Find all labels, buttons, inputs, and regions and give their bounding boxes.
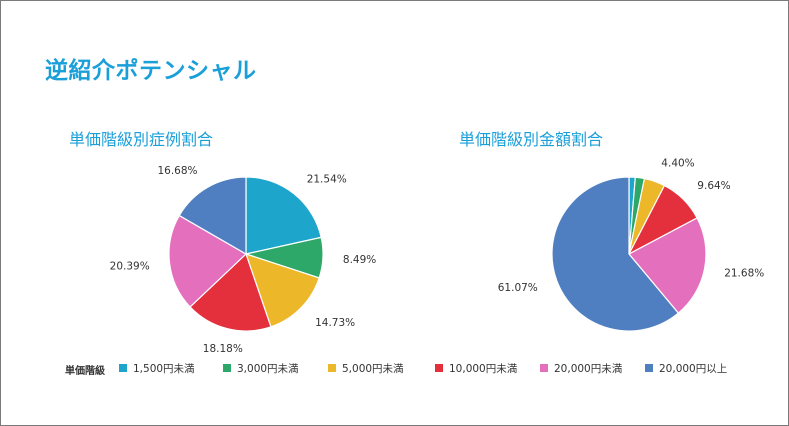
legend-label: 3,000円未満 (237, 363, 299, 375)
legend-swatch (435, 364, 443, 372)
legend-item: 20,000円未満 (540, 361, 622, 376)
legend-swatch (540, 364, 548, 372)
legend-label: 10,000円未満 (449, 363, 518, 375)
legend-item: 3,000円未満 (223, 361, 299, 376)
pie-slice (628, 217, 707, 314)
legend-item: 20,000円以上 (645, 361, 727, 376)
legend-label: 20,000円未満 (554, 363, 623, 375)
legend-label: 5,000円未満 (342, 363, 404, 375)
legend-item: 1,500円未満 (119, 361, 195, 376)
legend-swatch (645, 364, 653, 372)
legend-label: 20,000円以上 (659, 363, 728, 375)
pie-slice (551, 176, 680, 332)
slice-label: 16.68% (157, 165, 197, 177)
slice-label: 14.73% (315, 317, 355, 329)
page-title: 逆紹介ポテンシャル (45, 58, 257, 84)
slice-label: 9.64% (697, 180, 730, 192)
legend-swatch (223, 364, 231, 372)
slice-label: 4.40% (661, 158, 694, 170)
legend-title: 単価階級 (65, 366, 105, 377)
legend-swatch (119, 364, 127, 372)
chart-title-case-ratio: 単価階級別症例割合 (69, 130, 214, 149)
slice-label: 8.49% (343, 254, 376, 266)
pie-slice (189, 252, 272, 332)
slice-label: 61.07% (498, 282, 538, 294)
pie-slice (178, 176, 247, 256)
legend-item: 10,000円未満 (435, 361, 517, 376)
legend-item: 5,000円未満 (328, 361, 404, 376)
slice-label: 21.68% (724, 268, 764, 280)
slice-label: 18.18% (203, 343, 243, 355)
pie-slice (245, 253, 320, 328)
pie-slice (245, 176, 322, 255)
slice-label: 21.54% (307, 173, 347, 185)
legend-swatch (328, 364, 336, 372)
pie-slice (168, 214, 247, 308)
legend-label: 1,500円未満 (133, 363, 195, 375)
chart-title-amount-ratio: 単価階級別金額割合 (459, 130, 604, 149)
slice-label: 20.39% (110, 260, 150, 272)
